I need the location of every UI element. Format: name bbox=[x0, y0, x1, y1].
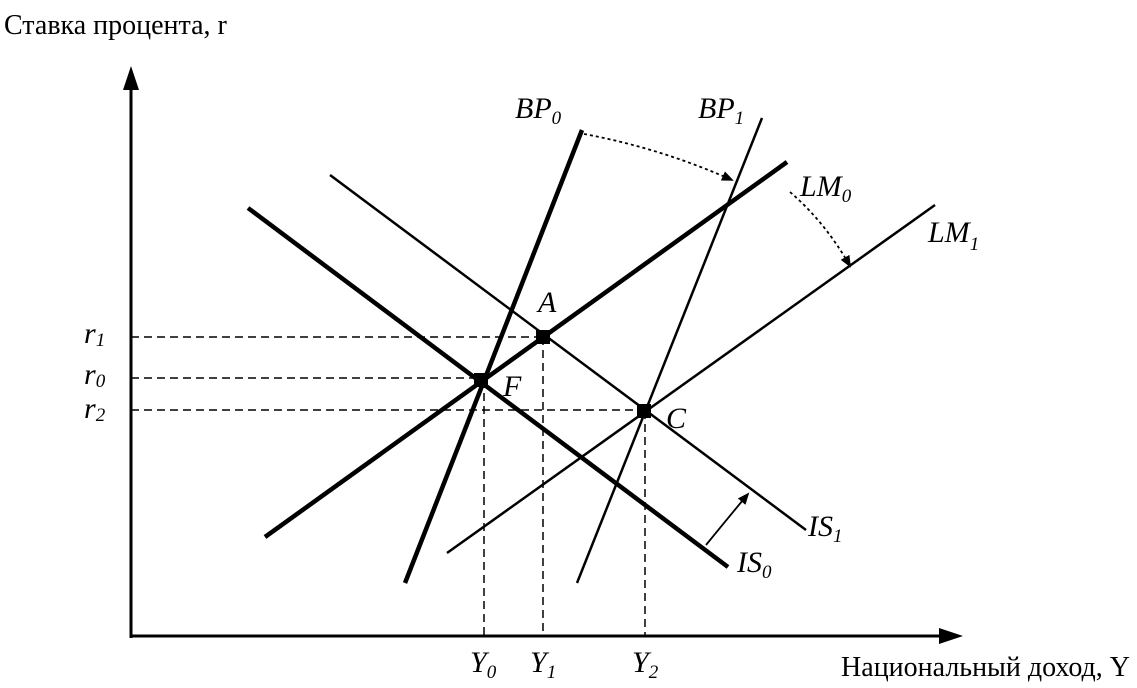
curve-label: IS0 bbox=[736, 546, 772, 583]
curve-label: BP1 bbox=[698, 92, 744, 129]
shift-arrow bbox=[705, 492, 750, 546]
curve-label: BP0 bbox=[515, 92, 562, 129]
income-tick: Y0 bbox=[470, 646, 497, 683]
point-label: A bbox=[536, 286, 557, 319]
curve-label: IS1 bbox=[807, 510, 843, 547]
curve-label: LM0 bbox=[799, 170, 852, 207]
shift-arrow bbox=[789, 191, 851, 268]
x-axis-arrow bbox=[939, 628, 963, 644]
curve-label: LM1 bbox=[927, 216, 979, 255]
rate-tick: r0 bbox=[84, 358, 106, 392]
is0-curve bbox=[246, 206, 730, 569]
rate-tick: r1 bbox=[84, 317, 105, 351]
x-axis-label: Национальный доход, Y bbox=[841, 652, 1130, 683]
point-label: C bbox=[666, 402, 687, 435]
bp1-curve bbox=[575, 117, 764, 584]
is1-curve bbox=[329, 173, 807, 532]
y-axis-label: Ставка процента, r bbox=[4, 10, 228, 41]
point-a bbox=[536, 330, 550, 344]
bp0-curve bbox=[402, 129, 585, 584]
lm0-curve bbox=[263, 160, 789, 539]
lm1-curve bbox=[446, 203, 936, 555]
point-f bbox=[474, 373, 488, 387]
point-label: F bbox=[502, 370, 522, 403]
income-tick: Y2 bbox=[632, 646, 659, 683]
income-tick: Y1 bbox=[530, 646, 556, 683]
y-axis-arrow bbox=[123, 66, 139, 90]
rate-tick: r2 bbox=[84, 392, 106, 426]
shift-arrow bbox=[583, 133, 734, 181]
point-c bbox=[637, 404, 651, 418]
